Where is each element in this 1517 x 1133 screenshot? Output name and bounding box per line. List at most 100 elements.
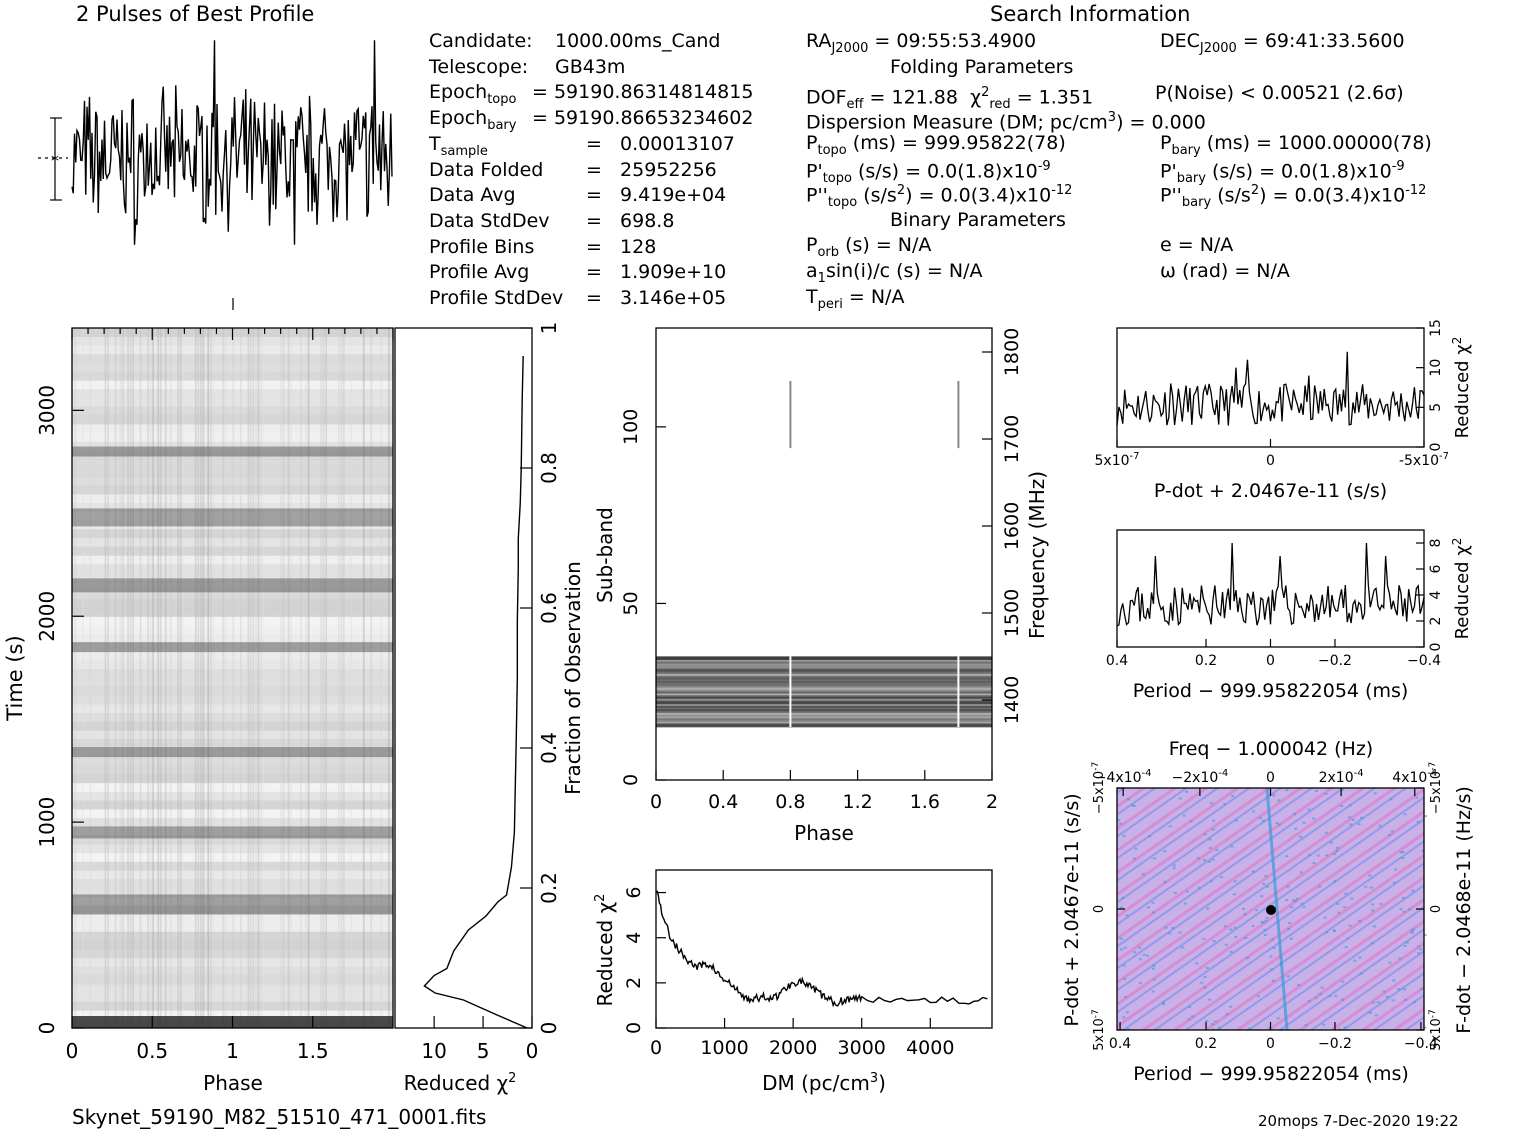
ppdot-speck <box>1217 1026 1221 1029</box>
subband-row <box>656 709 992 712</box>
timephase-col <box>255 328 257 1028</box>
timephase-col <box>199 328 202 1028</box>
timephase-col <box>212 328 215 1028</box>
subband-row <box>656 698 992 701</box>
timephase-row <box>72 1001 393 1011</box>
ppdot-speck <box>1232 893 1236 896</box>
ppdot-top-tick-label: −4x10-4 <box>1095 768 1152 786</box>
timephase-row <box>72 380 393 390</box>
ppdot-speck <box>1411 928 1415 931</box>
timephase-row <box>72 669 393 679</box>
info-label: T <box>429 132 441 155</box>
dm-y-tick-label: 6 <box>623 887 645 899</box>
timephase-row <box>72 888 393 898</box>
info-left-row: Telescope: <box>429 56 528 78</box>
ppdot-speck <box>1152 911 1156 914</box>
timephase-row <box>72 704 393 714</box>
ppdot-speck <box>1318 885 1322 888</box>
ppdot-speck <box>1211 858 1215 861</box>
timephase-col <box>247 328 250 1028</box>
ppdot-x-tick-label: 0.2 <box>1195 1036 1217 1052</box>
ppdot-speck <box>1392 881 1396 884</box>
subband-row <box>656 697 992 700</box>
ppdot-speck <box>1197 886 1201 889</box>
info-left-row: Profile StdDev <box>429 287 563 309</box>
timephase-ylabel: Time (s) <box>3 635 27 721</box>
chi2-y-tick-label: 0.6 <box>537 592 561 624</box>
pddbary-line: P''bary (s/s2) = 0.0(3.4)x10-12 <box>1160 183 1427 211</box>
ppdot-speck <box>1285 855 1289 858</box>
subband-row <box>656 714 992 717</box>
subband-x-tick-label: 0.4 <box>708 791 738 813</box>
timephase-col <box>282 328 285 1028</box>
g-pdot-ylabel: Reduced χ2 <box>1450 337 1473 439</box>
g-pdot-y-tick-label: 10 <box>1428 359 1444 377</box>
ppdot-speck <box>1388 961 1392 964</box>
subband-row <box>656 668 992 671</box>
subband-x-tick-label: 0.8 <box>775 791 805 813</box>
ppdot-speck <box>1272 794 1276 797</box>
ppdot-speck <box>1353 959 1357 962</box>
ppdot-speck <box>1252 810 1256 813</box>
ppdot-speck <box>1162 1003 1166 1006</box>
profile-line <box>71 40 393 245</box>
ppdot-speck <box>1225 1013 1229 1016</box>
subband-phase-plot: 0 0.4 0.8 1.2 1.6 2 0 50 100 1400 1500 1600 1700 1800… <box>593 327 1049 845</box>
timephase-col <box>194 328 197 1028</box>
subband-row <box>656 712 992 716</box>
timephase-row <box>72 809 393 819</box>
g-period-x-tick-label: −0.2 <box>1318 653 1352 669</box>
timephase-row <box>72 1010 393 1020</box>
g-period-x-tick-label: 0.2 <box>1195 653 1217 669</box>
subband-row <box>656 688 992 691</box>
timephase-col <box>350 328 353 1028</box>
dm-x-tick-label: 2000 <box>769 1037 817 1059</box>
timephase-col <box>89 328 92 1028</box>
ppdot-speck <box>1329 841 1333 844</box>
ppdot-speck <box>1229 928 1233 931</box>
ppdot-speck <box>1268 1026 1272 1029</box>
ppdot-speck <box>1319 993 1323 996</box>
footer-filename: Skynet_59190_M82_51510_471_0001.fits <box>72 1105 487 1129</box>
ppdot-y-tick-exp: -7 <box>1091 762 1101 771</box>
ppdot-top-tick-label: 0 <box>1266 770 1275 786</box>
ppdot-speck <box>1208 998 1212 1001</box>
subband-row <box>656 711 992 714</box>
ppdot-speck <box>1299 871 1303 874</box>
ppdot-speck <box>1295 897 1299 900</box>
info-value: 1000.00ms_Cand <box>555 30 721 52</box>
timephase-col <box>250 328 252 1028</box>
timephase-row <box>72 538 393 548</box>
ppdot-speck <box>1368 874 1372 877</box>
chi2-y-tick-label: 1 <box>537 322 561 335</box>
ppdot-speck <box>1151 990 1155 993</box>
subband-x-tick-label: 1.2 <box>842 791 872 813</box>
ppdot-speck <box>1394 868 1398 871</box>
ppdot-speck <box>1320 986 1324 989</box>
ppdot-speck <box>1360 816 1364 819</box>
ppdot-speck <box>1358 956 1362 959</box>
pdbary-line: P'bary (s/s) = 0.0(1.8)x10-9 <box>1160 159 1405 187</box>
ppdot-speck <box>1314 996 1318 999</box>
timephase-row <box>72 861 393 871</box>
timephase-col <box>114 328 117 1028</box>
subband-row <box>656 675 992 678</box>
ppdot-speck <box>1423 815 1427 818</box>
ptopo-line: Ptopo (ms) = 999.95822(78) <box>806 132 1066 158</box>
timephase-x-tick-label: 1 <box>226 1039 239 1063</box>
ppdot-speck <box>1423 1026 1427 1029</box>
timephase-row <box>72 993 393 1003</box>
ppdot-speck <box>1344 892 1348 895</box>
ppdot-speck <box>1325 931 1329 934</box>
info-value: = 0.00013107 <box>586 132 735 155</box>
timephase-row <box>72 651 393 661</box>
chi2-y-tick-label: 0.4 <box>537 732 561 764</box>
subband-row <box>656 704 992 707</box>
subband-x-tick-label: 1.6 <box>910 791 940 813</box>
ppdot-speck <box>1261 819 1265 822</box>
pnoise-line: P(Noise) < 0.00521 (2.6σ) <box>1155 82 1404 104</box>
timephase-col <box>307 328 310 1028</box>
ppdot-speck <box>1348 816 1352 819</box>
